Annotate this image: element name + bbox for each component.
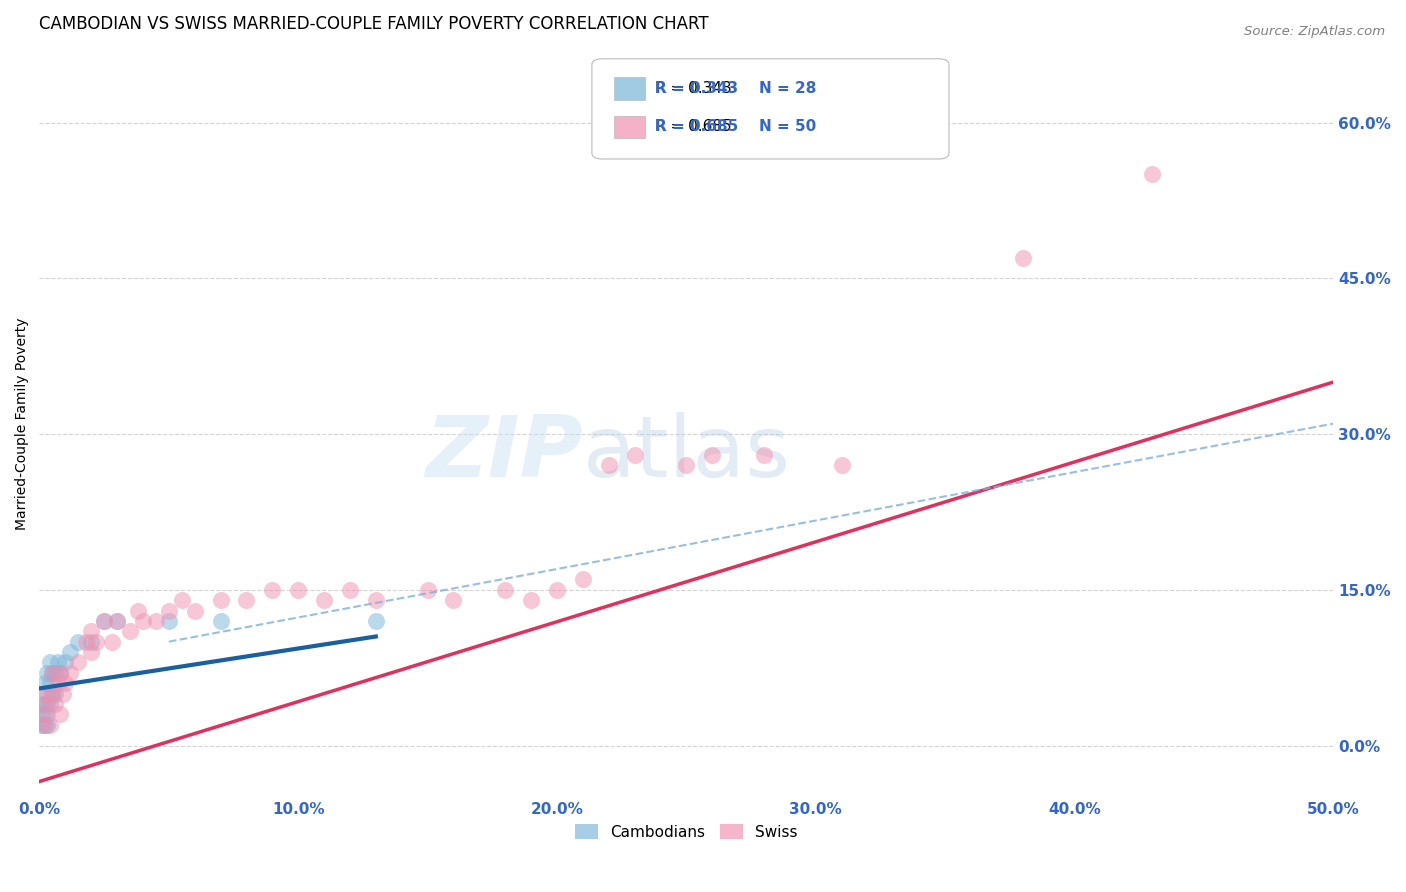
Point — [38, 676, 60, 690]
Point — [34, 687, 56, 701]
Text: N = 28: N = 28 — [759, 81, 815, 96]
Point — [86, 634, 108, 648]
Point — [49, 707, 72, 722]
Point — [416, 582, 439, 597]
Point — [46, 656, 69, 670]
Point — [31, 718, 53, 732]
Point — [46, 676, 69, 690]
Point — [157, 614, 180, 628]
Point — [41, 687, 63, 701]
Point — [59, 645, 82, 659]
Point — [44, 665, 66, 680]
Text: Source: ZipAtlas.com: Source: ZipAtlas.com — [1244, 25, 1385, 38]
Point — [37, 707, 59, 722]
Point — [443, 593, 465, 607]
Point — [34, 676, 56, 690]
Point — [37, 687, 59, 701]
Point — [44, 697, 66, 711]
Point — [53, 676, 76, 690]
FancyBboxPatch shape — [614, 116, 645, 138]
Point — [598, 458, 620, 472]
Point — [312, 593, 335, 607]
Point — [80, 634, 103, 648]
Point — [93, 614, 115, 628]
Point — [67, 634, 90, 648]
FancyBboxPatch shape — [592, 59, 949, 159]
Text: ZIP: ZIP — [425, 412, 583, 495]
Point — [41, 687, 63, 701]
Point — [34, 707, 56, 722]
Point — [31, 707, 53, 722]
Point — [209, 614, 232, 628]
Point — [623, 448, 645, 462]
Text: R = 0.685: R = 0.685 — [655, 120, 733, 135]
Point — [1011, 251, 1033, 265]
Point — [44, 687, 66, 701]
Point — [53, 656, 76, 670]
Point — [339, 582, 361, 597]
Point — [170, 593, 193, 607]
Point — [520, 593, 543, 607]
Point — [93, 614, 115, 628]
Point — [67, 656, 90, 670]
Point — [831, 458, 853, 472]
FancyBboxPatch shape — [614, 78, 645, 100]
Point — [80, 624, 103, 639]
Point — [80, 645, 103, 659]
Text: CAMBODIAN VS SWISS MARRIED-COUPLE FAMILY POVERTY CORRELATION CHART: CAMBODIAN VS SWISS MARRIED-COUPLE FAMILY… — [39, 15, 709, 33]
Point — [183, 603, 205, 617]
Point — [38, 718, 60, 732]
Point — [105, 614, 128, 628]
Point — [41, 665, 63, 680]
Point — [38, 697, 60, 711]
Point — [752, 448, 775, 462]
Point — [262, 582, 284, 597]
Point — [37, 697, 59, 711]
Text: R = 0.343: R = 0.343 — [655, 81, 733, 96]
Point — [38, 656, 60, 670]
Point — [702, 448, 724, 462]
Point — [494, 582, 516, 597]
Point — [52, 687, 75, 701]
Point — [37, 665, 59, 680]
Point — [157, 603, 180, 617]
Point — [41, 665, 63, 680]
Text: atlas: atlas — [583, 412, 790, 495]
Point — [37, 718, 59, 732]
Point — [31, 697, 53, 711]
Point — [145, 614, 167, 628]
Point — [546, 582, 568, 597]
Point — [675, 458, 697, 472]
Point — [49, 665, 72, 680]
Point — [31, 718, 53, 732]
Point — [1140, 168, 1163, 182]
Text: R = 0.343: R = 0.343 — [655, 81, 738, 96]
Point — [209, 593, 232, 607]
Point — [572, 573, 595, 587]
Point — [364, 614, 387, 628]
Point — [127, 603, 149, 617]
Point — [34, 718, 56, 732]
Point — [75, 634, 97, 648]
Text: N = 50: N = 50 — [759, 120, 815, 135]
Point — [132, 614, 155, 628]
Point — [287, 582, 309, 597]
Text: R = 0.685: R = 0.685 — [655, 120, 738, 135]
Point — [59, 665, 82, 680]
Y-axis label: Married-Couple Family Poverty: Married-Couple Family Poverty — [15, 318, 30, 530]
Point — [101, 634, 124, 648]
Legend: Cambodians, Swiss: Cambodians, Swiss — [568, 818, 804, 846]
Point — [235, 593, 257, 607]
Point — [105, 614, 128, 628]
Point — [34, 697, 56, 711]
Point — [49, 665, 72, 680]
Point — [364, 593, 387, 607]
Point — [118, 624, 141, 639]
